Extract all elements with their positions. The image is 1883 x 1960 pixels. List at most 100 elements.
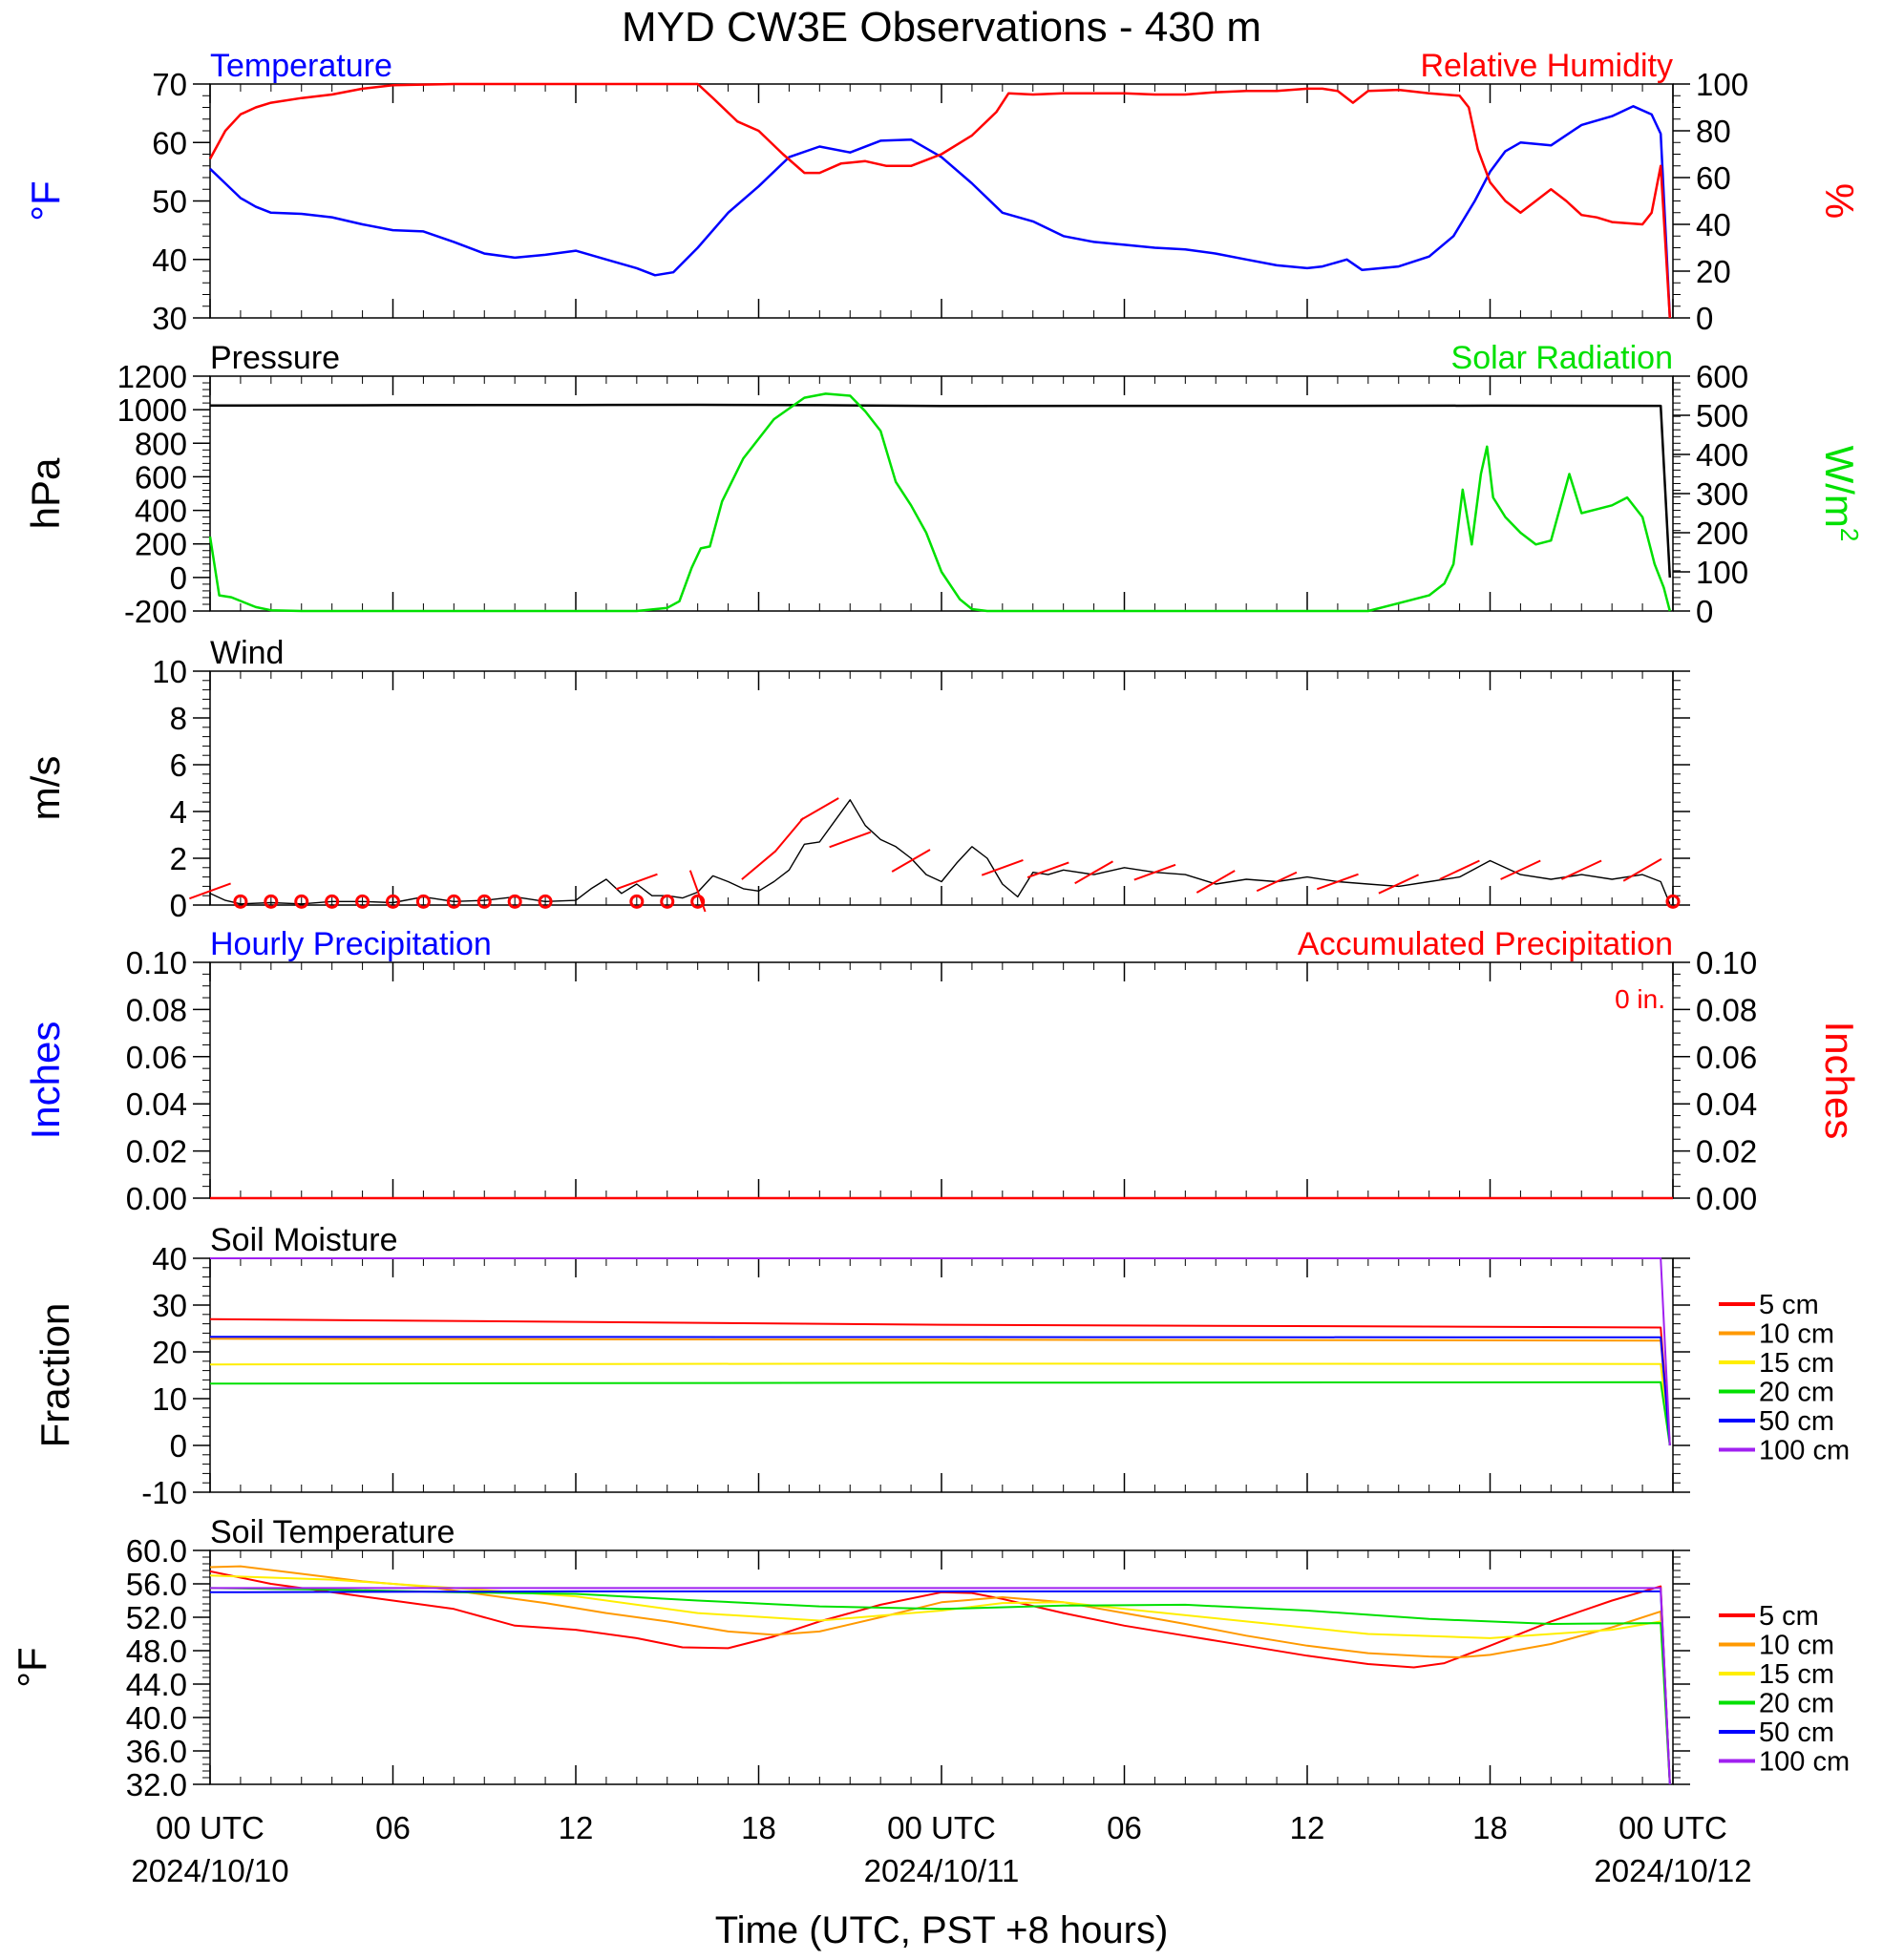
calm-wind-marker (1665, 894, 1681, 909)
y-axis-label: Fraction (32, 1303, 77, 1448)
series-line-100cm (210, 1587, 1671, 1785)
y2-tick-label: 0.04 (1696, 1086, 1757, 1122)
panel-title-left: Soil Temperature (210, 1514, 455, 1550)
legend-label: 100 cm (1759, 1747, 1850, 1778)
calm-wind-marker (233, 894, 248, 909)
y2-axis-label-superscript: 2 (1835, 528, 1864, 541)
x-tick-label: 00 UTC (156, 1810, 264, 1845)
panel-title-left: Temperature (210, 48, 392, 84)
y2-tick-label: 60 (1696, 160, 1731, 196)
y2-tick-label: 0.00 (1696, 1181, 1757, 1216)
wind-barb (1195, 870, 1236, 894)
calm-wind-marker (415, 894, 431, 909)
wind-barb (1316, 873, 1359, 891)
y-tick-label: 40.0 (126, 1700, 187, 1736)
wind-barb (981, 858, 1024, 876)
panel-soil-moisture: -10 0 10 20 30 40 Soil Moisture Fraction 5 cm10 … (32, 1222, 1850, 1510)
wind-barb (615, 873, 658, 891)
wind-barb (1026, 861, 1069, 879)
legend-label: 50 cm (1759, 1718, 1834, 1748)
legend-label: 15 cm (1759, 1348, 1834, 1379)
wind-barb (1378, 874, 1420, 895)
y-tick-label: -10 (141, 1475, 187, 1510)
legend-label: 10 cm (1759, 1319, 1834, 1350)
panel-title-left: Hourly Precipitation (210, 926, 492, 962)
y-tick-label: 50 (152, 184, 187, 220)
wind-barb (799, 797, 839, 821)
y-tick-label: 10 (152, 654, 187, 689)
series-line-1 (208, 82, 1672, 319)
y-tick-label: 600 (135, 459, 187, 495)
y-tick-label: 60 (152, 125, 187, 160)
y2-tick-label: 400 (1696, 437, 1748, 473)
calm-wind-marker (507, 894, 522, 909)
legend-label: 5 cm (1759, 1601, 1819, 1632)
x-tick-label: 06 (375, 1810, 411, 1845)
y-tick-label: 20 (152, 1335, 187, 1370)
wind-barb (829, 831, 872, 849)
wind-barb (891, 849, 931, 873)
panel-precipitation: 0.00 0.02 0.04 0.06 0.08 0.10 0.00 0.02 0.04 0.06… (23, 926, 1862, 1216)
y-tick-label: 36.0 (126, 1734, 187, 1769)
y-tick-label: 0.00 (126, 1181, 187, 1216)
y2-axis-label: Inches (1817, 1022, 1862, 1140)
wind-barb (773, 817, 804, 853)
panel-pressure-solar: -200020040060080010001200010020030040050… (23, 340, 1864, 629)
y-tick-label: 0 (170, 560, 187, 596)
legend-label: 20 cm (1759, 1689, 1834, 1719)
y-tick-label: 48.0 (126, 1633, 187, 1669)
legend-label: 50 cm (1759, 1406, 1834, 1437)
legend-label: 5 cm (1759, 1290, 1819, 1320)
series-line-20cm (209, 1380, 1671, 1446)
wind-barb (1500, 859, 1541, 880)
accumulation-annotation: 0 in. (1615, 984, 1665, 1014)
legend-label: 10 cm (1759, 1631, 1834, 1661)
x-tick-date: 2024/10/12 (1594, 1853, 1751, 1888)
y2-tick-label: 40 (1696, 207, 1731, 242)
panel-title-right: Solar Radiation (1451, 340, 1673, 376)
y-tick-label: 2 (170, 841, 187, 876)
x-tick-label: 18 (1472, 1810, 1508, 1845)
y-tick-label: 8 (170, 701, 187, 736)
series-line-1 (208, 392, 1672, 613)
y-tick-label: 30 (152, 301, 187, 336)
y2-tick-label: 80 (1696, 114, 1731, 149)
calm-wind-marker (264, 894, 279, 909)
y-tick-label: 400 (135, 494, 187, 529)
x-tick-date: 2024/10/10 (131, 1853, 288, 1888)
y-tick-label: 56.0 (126, 1567, 187, 1602)
wind-barb (189, 882, 231, 900)
series-line-0 (209, 403, 1672, 578)
figure-title: MYD CW3E Observations - 430 m (622, 4, 1261, 51)
y2-tick-label: 100 (1696, 67, 1748, 102)
y-tick-label: 40 (152, 1241, 187, 1276)
x-tick-label: 06 (1107, 1810, 1142, 1845)
wind-barb (1256, 871, 1298, 893)
y-tick-label: 1200 (117, 359, 187, 394)
calm-wind-marker (629, 894, 645, 909)
y-tick-label: 40 (152, 242, 187, 278)
y2-tick-label: 0 (1696, 594, 1713, 629)
y-tick-label: 44.0 (126, 1667, 187, 1702)
y-axis-label: hPa (23, 457, 68, 529)
x-tick-date: 2024/10/11 (864, 1853, 1020, 1888)
y-axis-label: °F (10, 1647, 54, 1687)
y2-tick-label: 0.10 (1696, 945, 1757, 980)
y2-tick-label: 600 (1696, 359, 1748, 394)
y-axis-label: Inches (23, 1022, 68, 1140)
y-tick-label: 52.0 (126, 1600, 187, 1635)
y-tick-label: 0.10 (126, 945, 187, 980)
y2-tick-label: 500 (1696, 398, 1748, 433)
wind-barb (1560, 859, 1602, 880)
series-line-15cm (209, 1362, 1671, 1446)
y-tick-label: 10 (152, 1381, 187, 1417)
y-tick-label: 0 (170, 888, 187, 923)
wind-barb (1074, 860, 1114, 885)
y2-tick-label: 0.08 (1696, 992, 1757, 1027)
y2-axis-label: W/m2 (1817, 446, 1864, 542)
y-tick-label: 0.06 (126, 1040, 187, 1075)
y2-tick-label: 0 (1696, 301, 1713, 336)
x-tick-label: 12 (1290, 1810, 1325, 1845)
panel-title-right: Accumulated Precipitation (1298, 926, 1673, 962)
series-line-0 (209, 105, 1672, 319)
